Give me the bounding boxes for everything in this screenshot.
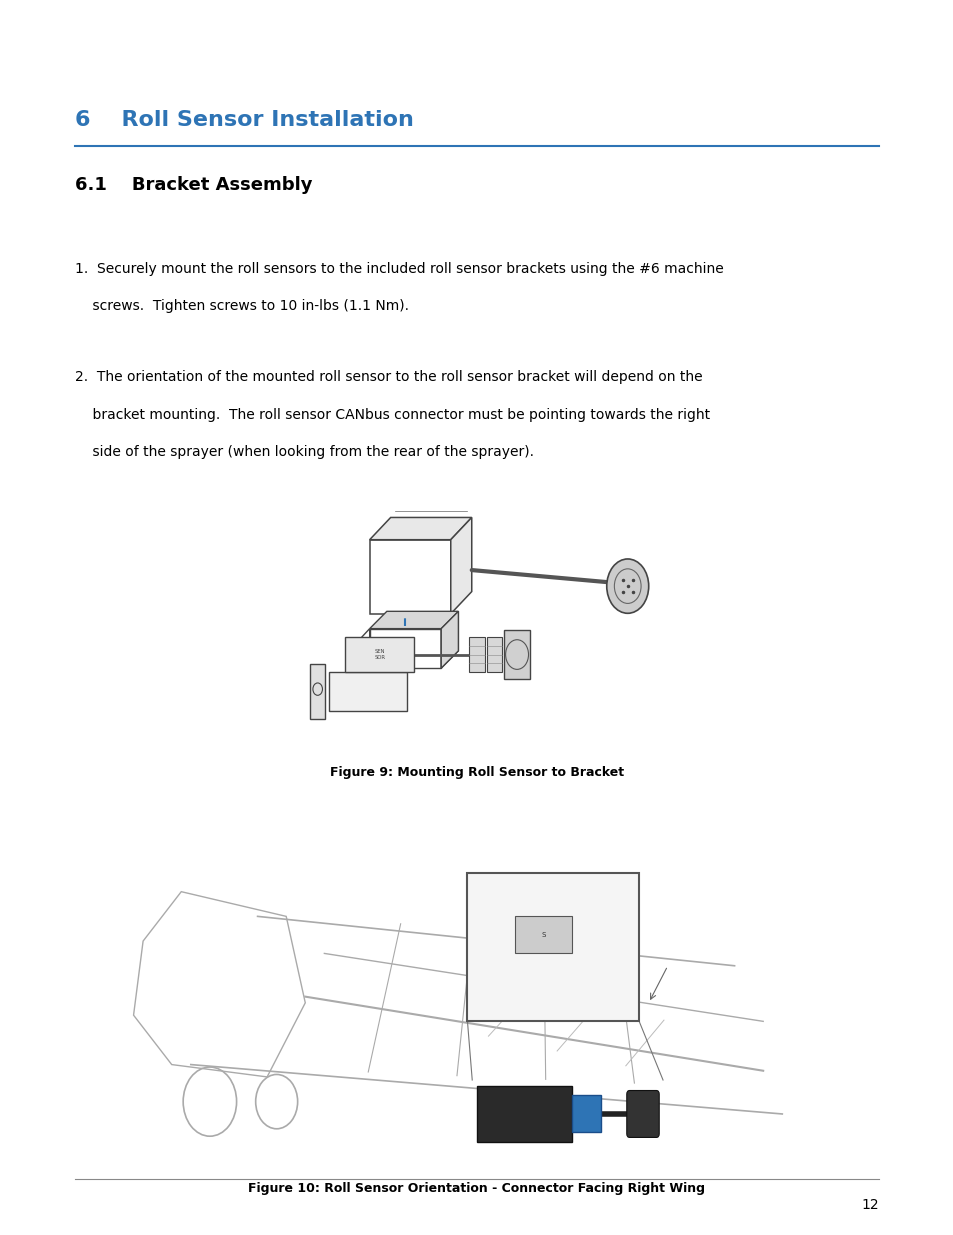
Text: 12: 12	[861, 1198, 878, 1212]
FancyBboxPatch shape	[345, 637, 414, 672]
Polygon shape	[369, 611, 457, 629]
Text: 2.  The orientation of the mounted roll sensor to the roll sensor bracket will d: 2. The orientation of the mounted roll s…	[75, 370, 702, 384]
Text: SEN
SOR: SEN SOR	[374, 650, 385, 659]
Circle shape	[606, 559, 648, 614]
Text: bracket mounting.  The roll sensor CANbus connector must be pointing towards the: bracket mounting. The roll sensor CANbus…	[75, 408, 709, 421]
Text: 6    Roll Sensor Installation: 6 Roll Sensor Installation	[75, 110, 414, 130]
Text: Figure 10: Roll Sensor Orientation - Connector Facing Right Wing: Figure 10: Roll Sensor Orientation - Con…	[248, 1182, 705, 1195]
Polygon shape	[369, 517, 471, 540]
FancyBboxPatch shape	[467, 873, 639, 1021]
Polygon shape	[440, 611, 457, 668]
Text: side of the sprayer (when looking from the rear of the sprayer).: side of the sprayer (when looking from t…	[75, 445, 534, 458]
Text: Figure 9: Mounting Roll Sensor to Bracket: Figure 9: Mounting Roll Sensor to Bracke…	[330, 766, 623, 779]
Polygon shape	[450, 517, 471, 614]
Text: 6.1    Bracket Assembly: 6.1 Bracket Assembly	[75, 175, 313, 194]
Polygon shape	[440, 611, 457, 668]
Text: 1.  Securely mount the roll sensors to the included roll sensor brackets using t: 1. Securely mount the roll sensors to th…	[75, 262, 723, 275]
FancyBboxPatch shape	[503, 630, 530, 679]
FancyBboxPatch shape	[469, 637, 484, 672]
Text: screws.  Tighten screws to 10 in-lbs (1.1 Nm).: screws. Tighten screws to 10 in-lbs (1.1…	[75, 299, 409, 312]
FancyBboxPatch shape	[486, 637, 501, 672]
FancyBboxPatch shape	[476, 1087, 572, 1141]
FancyBboxPatch shape	[572, 1095, 600, 1132]
FancyBboxPatch shape	[515, 916, 572, 953]
FancyBboxPatch shape	[310, 664, 325, 719]
FancyBboxPatch shape	[329, 672, 407, 711]
FancyBboxPatch shape	[626, 1091, 659, 1137]
Text: S: S	[541, 932, 545, 937]
